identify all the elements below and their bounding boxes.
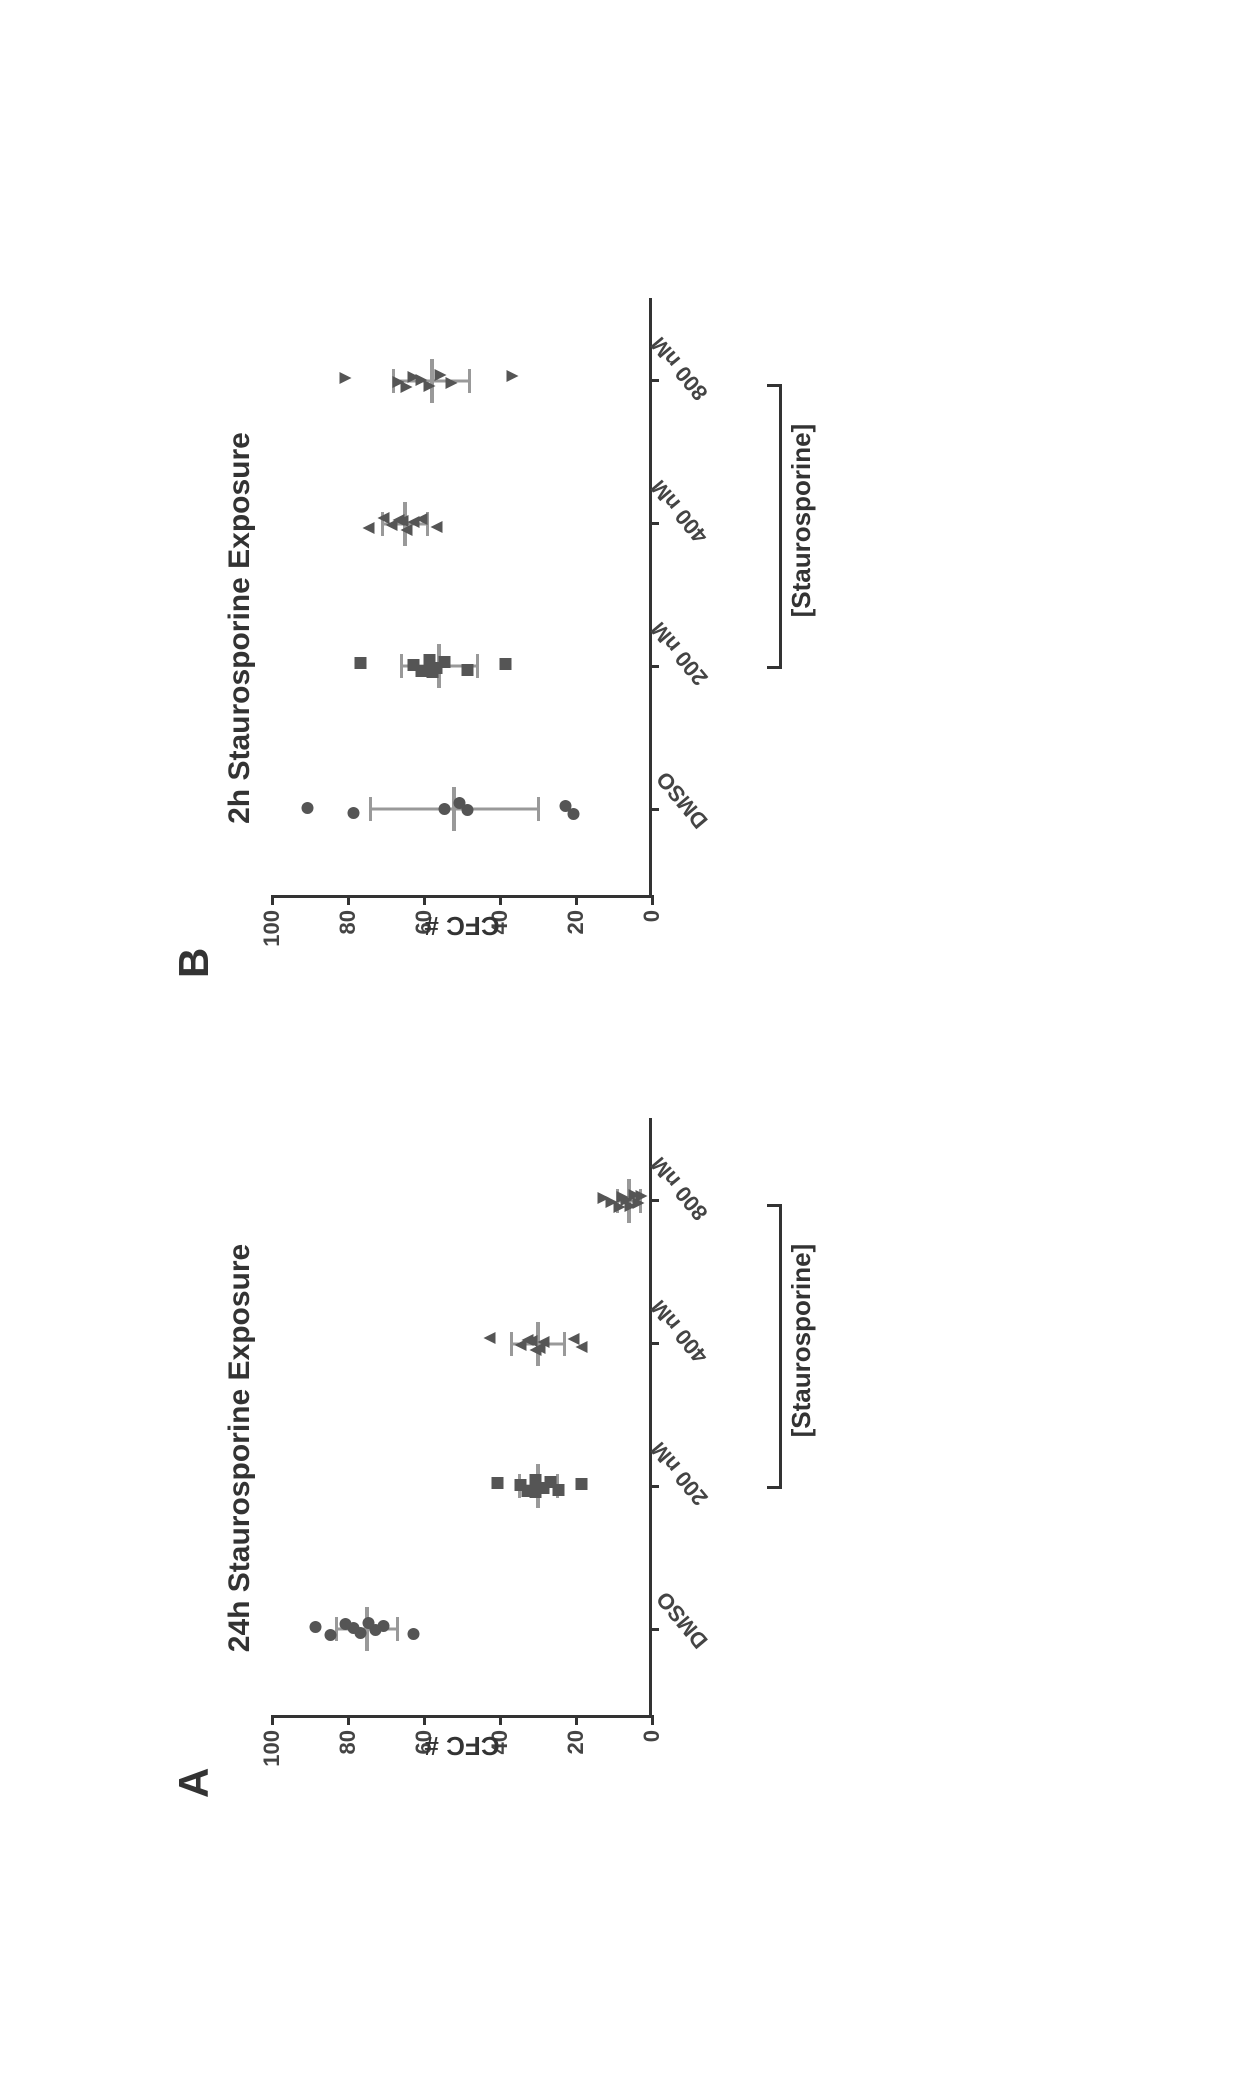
plot-area: 020406080100DMSO200 nM400 nM800 nMCFC #[…: [272, 1118, 652, 1718]
error-bar-cap: [369, 797, 372, 821]
x-tick-label: 400 nM: [646, 1305, 714, 1375]
x-tick-label: 200 nM: [646, 1448, 714, 1518]
marker-triangle-up: [525, 1334, 544, 1348]
x-axis-label: [Staurosporine]: [786, 423, 817, 617]
marker-square: [460, 663, 479, 677]
error-bar-cap: [537, 797, 540, 821]
y-tick-label: 20: [563, 895, 589, 934]
marker-triangle-up: [396, 514, 415, 528]
y-tick-label: 20: [563, 1715, 589, 1754]
x-bracket: [767, 383, 782, 669]
x-tick-label: 400 nM: [646, 485, 714, 555]
y-tick-label: 80: [335, 1715, 361, 1754]
y-tick-label: 80: [335, 895, 361, 934]
marker-circle: [407, 1627, 426, 1641]
marker-square: [407, 658, 426, 672]
plot-axes: 020406080100DMSO200 nM400 nM800 nM: [272, 298, 652, 898]
marker-circle: [308, 1619, 327, 1633]
marker-triangle-up: [567, 1331, 586, 1345]
marker-triangle-down: [597, 1191, 616, 1205]
panel-title: 24h Staurosporine Exposure: [223, 1098, 257, 1798]
marker-square: [426, 665, 445, 679]
panels-row: A24h Staurosporine Exposure 020406080100D…: [170, 138, 652, 1938]
marker-triangle-down: [392, 374, 411, 388]
plot-area: 020406080100DMSO200 nM400 nM800 nMCFC #[…: [272, 298, 652, 898]
panel-title: 2h Staurosporine Exposure: [223, 278, 257, 978]
y-axis-label: CFC #: [424, 909, 499, 940]
x-tick-label: 800 nM: [646, 342, 714, 412]
error-bar-cap: [400, 654, 403, 678]
x-tick-label: DMSO: [646, 1591, 714, 1661]
y-tick-label: 100: [259, 1715, 285, 1767]
marker-circle: [301, 801, 320, 815]
marker-circle: [559, 798, 578, 812]
plot-axes: 020406080100DMSO200 nM400 nM800 nM: [272, 1118, 652, 1718]
marker-square: [498, 657, 517, 671]
panel-label: B: [170, 278, 218, 978]
marker-triangle-down: [506, 368, 525, 382]
y-tick-label: 0: [639, 1715, 665, 1742]
marker-triangle-down: [339, 371, 358, 385]
y-axis-label: CFC #: [424, 1729, 499, 1760]
figure-container: A24h Staurosporine Exposure 020406080100D…: [170, 138, 1070, 1938]
y-tick-label: 0: [639, 895, 665, 922]
marker-circle: [437, 802, 456, 816]
x-bracket: [767, 1203, 782, 1489]
x-tick-label: DMSO: [646, 771, 714, 841]
marker-circle: [346, 805, 365, 819]
error-bar-cap: [396, 1617, 399, 1641]
marker-triangle-up: [361, 521, 380, 535]
marker-triangle-up: [483, 1330, 502, 1344]
y-tick-label: 100: [259, 895, 285, 947]
marker-square: [574, 1477, 593, 1491]
marker-square: [491, 1475, 510, 1489]
panel-label: A: [170, 1098, 218, 1798]
x-tick-label: 800 nM: [646, 1162, 714, 1232]
panel-B: B2h Staurosporine Exposure 020406080100DM…: [170, 278, 652, 978]
marker-square: [529, 1485, 548, 1499]
x-axis-label: [Staurosporine]: [786, 1243, 817, 1437]
marker-square: [354, 655, 373, 669]
x-tick-label: 200 nM: [646, 628, 714, 698]
panel-A: A24h Staurosporine Exposure 020406080100D…: [170, 1098, 652, 1798]
error-bar-cap: [468, 368, 471, 392]
